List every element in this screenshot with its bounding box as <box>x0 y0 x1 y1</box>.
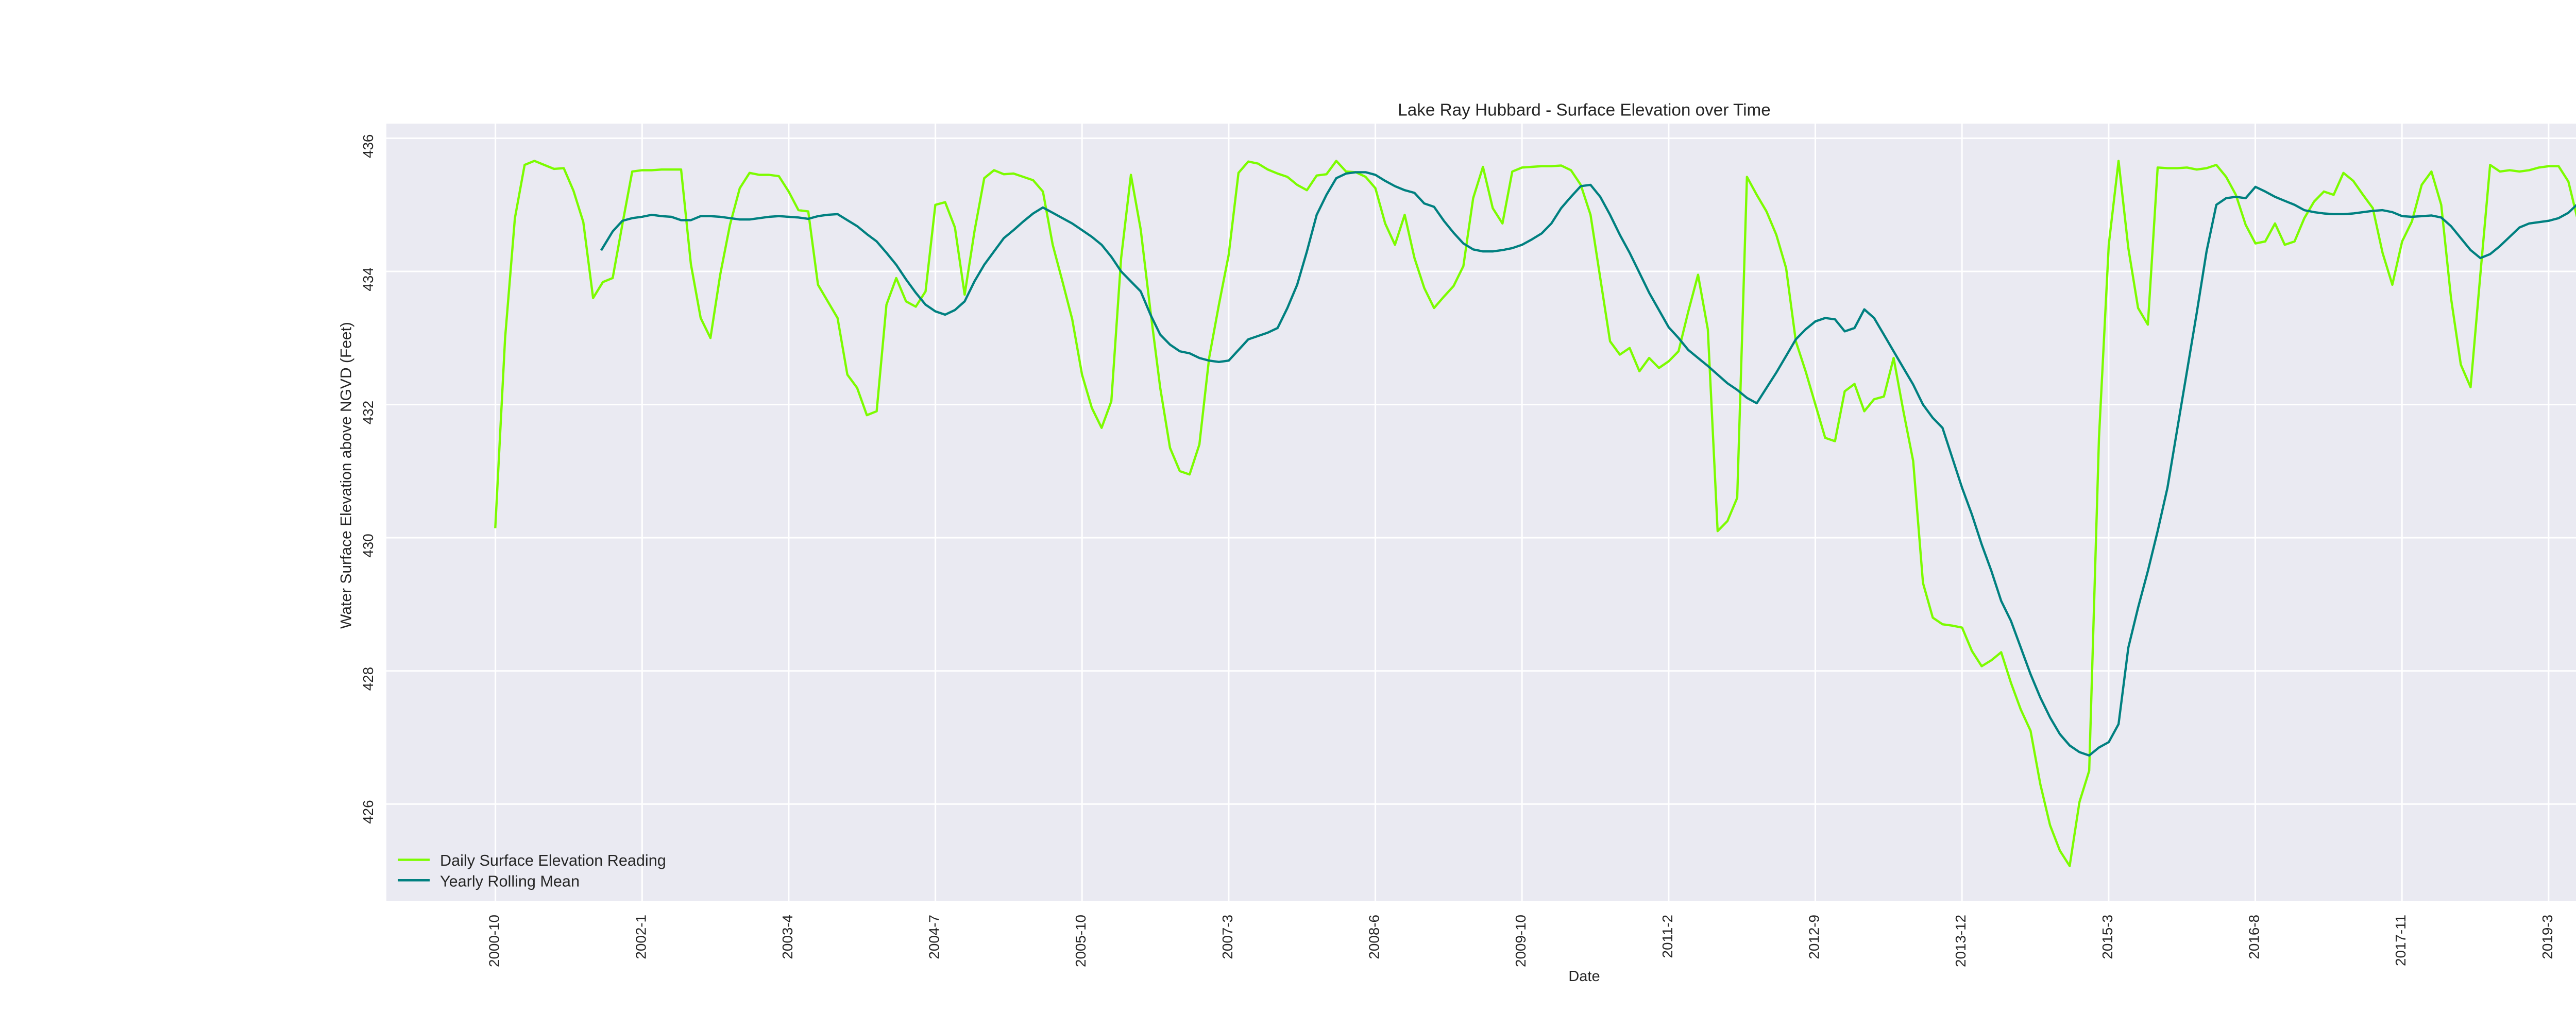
svg-text:2012-9: 2012-9 <box>1806 915 1822 959</box>
svg-text:432: 432 <box>360 401 376 424</box>
svg-text:2008-6: 2008-6 <box>1366 915 1382 959</box>
svg-text:2019-3: 2019-3 <box>2539 915 2555 959</box>
svg-text:430: 430 <box>360 534 376 557</box>
svg-text:2004-7: 2004-7 <box>926 915 942 959</box>
svg-text:Daily Surface Elevation Readin: Daily Surface Elevation Reading <box>440 852 666 869</box>
svg-text:2000-10: 2000-10 <box>486 915 502 967</box>
svg-text:2009-10: 2009-10 <box>1513 915 1529 967</box>
svg-text:2015-3: 2015-3 <box>2099 915 2115 959</box>
svg-text:Yearly Rolling Mean: Yearly Rolling Mean <box>440 873 580 890</box>
svg-text:2005-10: 2005-10 <box>1073 915 1089 967</box>
svg-text:436: 436 <box>360 134 376 158</box>
svg-text:428: 428 <box>360 667 376 691</box>
svg-text:Water Surface Elevation above: Water Surface Elevation above NGVD (Feet… <box>338 322 355 629</box>
svg-text:2002-1: 2002-1 <box>633 915 649 959</box>
svg-text:2003-4: 2003-4 <box>779 915 795 959</box>
svg-text:Lake Ray Hubbard - Surface Ele: Lake Ray Hubbard - Surface Elevation ove… <box>1398 101 1771 120</box>
svg-text:2013-12: 2013-12 <box>1953 915 1969 967</box>
svg-text:426: 426 <box>360 800 376 823</box>
svg-text:Date: Date <box>1568 968 1600 985</box>
svg-text:2011-2: 2011-2 <box>1659 915 1675 958</box>
svg-text:434: 434 <box>360 267 376 291</box>
svg-text:2007-3: 2007-3 <box>1219 915 1235 959</box>
svg-text:2016-8: 2016-8 <box>2246 915 2262 959</box>
svg-text:2017-11: 2017-11 <box>2393 915 2409 966</box>
